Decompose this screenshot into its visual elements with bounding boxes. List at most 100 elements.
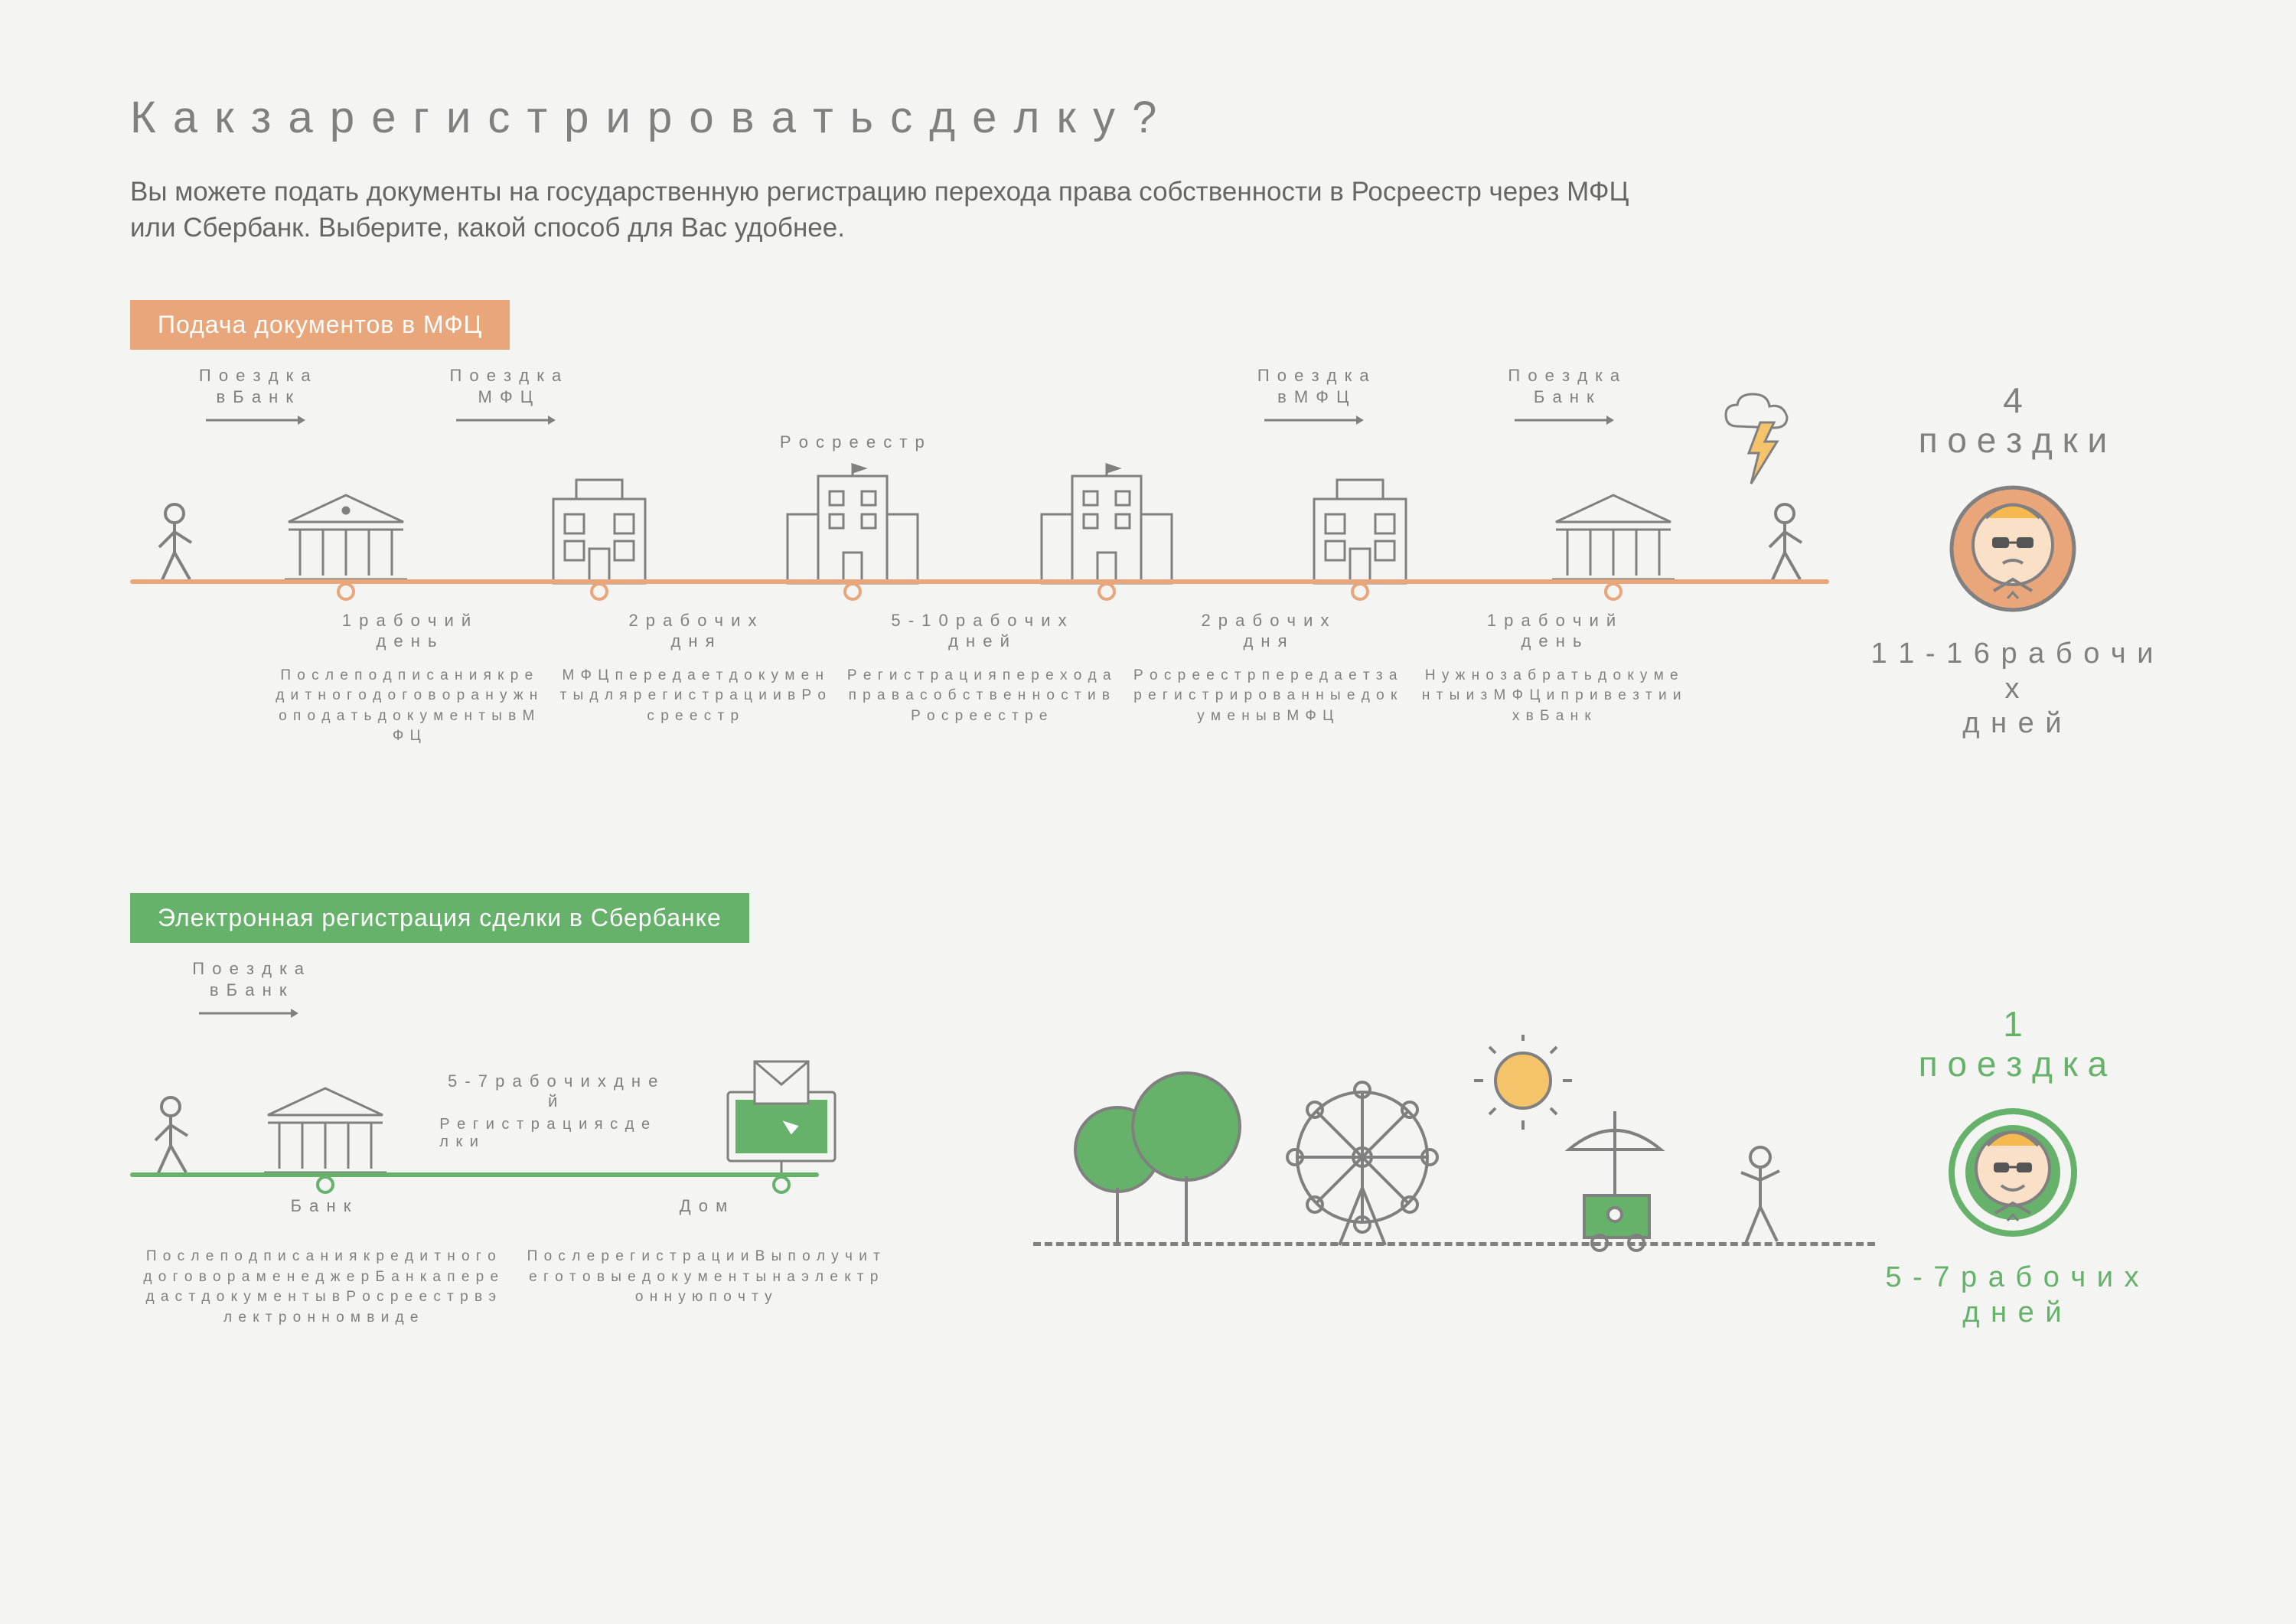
step-duration: 5 - 1 0 р а б о ч и х	[891, 611, 1068, 630]
step-duration: 1 р а б о ч и й	[342, 611, 472, 630]
mfc-rail	[130, 579, 1829, 584]
storm-icon	[1714, 388, 1814, 491]
arrow-icon	[206, 415, 305, 426]
trip-label: в Б а н к	[130, 980, 367, 1002]
trip: П о е з д к а в Б а н к	[130, 958, 367, 1019]
step: 2 р а б о ч и хд н я Р о с р е е с т р п…	[1123, 610, 1409, 747]
mfc-tag: Подача документов в МФЦ	[130, 300, 510, 350]
page-subtitle: Вы можете подать документы на государств…	[130, 174, 1661, 246]
page-title: К а к з а р е г и с т р и р о в а т ь с …	[130, 92, 2166, 143]
bank-icon	[1487, 449, 1740, 587]
computer-mail-icon	[667, 1042, 895, 1180]
mfc-summary: 4п о е з д к и 1 1 - 1 6 р а б о ч и хд …	[1860, 380, 2166, 742]
trip: П о е з д к а в Б а н к	[130, 365, 381, 426]
step-desc: М Ф Ц п е р е д а е т д о к у м е н т ы …	[559, 666, 827, 727]
park-illustration	[1033, 1027, 1875, 1257]
face-stressed-icon	[1948, 484, 2078, 614]
person-icon	[130, 449, 219, 587]
sber-tag: Электронная регистрация сделки в Сбербан…	[130, 893, 749, 943]
tree-icon	[1075, 1073, 1240, 1245]
trip-label: П о е з д к а	[1440, 365, 1691, 387]
rail-dot	[1351, 582, 1369, 601]
rosreestr-icon	[980, 449, 1233, 587]
trip-label: в Б а н к	[130, 386, 381, 409]
sber-process: П о е з д к а в Б а н к 5 - 7 р а б о ч …	[130, 958, 2166, 1509]
trip: П о е з д к а М Ф Ц	[381, 365, 632, 426]
summary-days: 5 - 7 р а б о ч и хд н е й	[1860, 1260, 2166, 1330]
step-duration: д е н ь	[1521, 631, 1583, 651]
person-icon	[130, 1042, 211, 1180]
step-duration: д н я	[670, 631, 716, 651]
step-desc: Р е г и с т р а ц и я п е р е х о д а п …	[846, 666, 1114, 727]
ferris-wheel-icon	[1287, 1082, 1437, 1245]
summary-trips: 4п о е з д к и	[1860, 380, 2166, 461]
trip-label: в М Ф Ц	[1189, 386, 1440, 409]
step-duration: 1 р а б о ч и й	[1487, 611, 1617, 630]
step-desc: Р о с р е е с т р п е р е д а е т з а р …	[1132, 666, 1400, 727]
rail-dot	[337, 582, 355, 601]
sber-buildings: 5 - 7 р а б о ч и х д н е й Р е г и с т …	[130, 1042, 895, 1180]
summary-trips: 1п о е з д к а	[1860, 1004, 2166, 1085]
step: 2 р а б о ч и хд н я М Ф Ц п е р е д а е…	[550, 610, 837, 747]
rail-dot	[316, 1176, 334, 1194]
step-desc: П о с л е п о д п и с а н и я к р е д и …	[273, 666, 541, 747]
trip-label: П о е з д к а	[381, 365, 632, 387]
step-duration: д е н ь	[376, 631, 438, 651]
rail-dot	[590, 582, 608, 601]
arrow-icon	[1515, 415, 1614, 426]
mfc-trip-row: П о е з д к а в Б а н к П о е з д к а М …	[130, 365, 1829, 426]
mfc-buildings: Р о с р е е с т р	[130, 449, 1829, 587]
step: 1 р а б о ч и йд е н ь П о с л е п о д п…	[264, 610, 550, 747]
sber-steps: Б а н к П о с л е п о д п и с а н и я к …	[130, 1195, 895, 1329]
rosreestr-icon: Р о с р е е с т р	[726, 449, 980, 587]
trip-label: Б а н к	[1440, 386, 1691, 409]
step: Б а н к П о с л е п о д п и с а н и я к …	[130, 1195, 513, 1329]
mfc-steps: 1 р а б о ч и йд е н ь П о с л е п о д п…	[130, 610, 1829, 747]
step-name: Б а н к	[139, 1195, 504, 1217]
arrow-icon	[1264, 415, 1364, 426]
step-desc: П о с л е п о д п и с а н и я к р е д и …	[139, 1247, 504, 1328]
sber-summary: 1п о е з д к а 5 - 7 р а б о ч и хд н е …	[1860, 1004, 2166, 1331]
trip-label: П о е з д к а	[130, 365, 381, 387]
cart-icon	[1569, 1111, 1661, 1251]
rail-dot	[772, 1176, 791, 1194]
step: 1 р а б о ч и йд е н ь Н у ж н о з а б р…	[1409, 610, 1695, 747]
arrow-icon	[199, 1008, 298, 1019]
mid-label-days: 5 - 7 р а б о ч и х д н е й	[439, 1071, 667, 1111]
trip: П о е з д к а в М Ф Ц	[1189, 365, 1440, 426]
mid-label-text: Р е г и с т р а ц и я с д е л к и	[439, 1116, 667, 1151]
rail-dot	[843, 582, 862, 601]
top-label: Р о с р е е с т р	[726, 432, 980, 452]
rail-dot	[1097, 582, 1116, 601]
step-desc: Н у ж н о з а б р а т ь д о к у м е н т …	[1418, 666, 1686, 727]
sber-rail	[130, 1172, 819, 1177]
arrow-icon	[456, 415, 556, 426]
mfc-process: П о е з д к а в Б а н к П о е з д к а М …	[130, 365, 2166, 863]
mfc-building-icon	[1233, 449, 1486, 587]
trip-empty	[367, 958, 895, 1019]
trip-empty	[910, 365, 1189, 426]
face-happy-icon	[1948, 1107, 2078, 1238]
summary-days: 1 1 - 1 6 р а б о ч и хд н е й	[1860, 637, 2166, 742]
step: Д о м П о с л е р е г и с т р а ц и и В …	[513, 1195, 895, 1329]
step-duration: 2 р а б о ч и х	[628, 611, 758, 630]
mfc-building-icon	[472, 449, 726, 587]
step-duration: 2 р а б о ч и х	[1201, 611, 1330, 630]
trip-label: П о е з д к а	[1189, 365, 1440, 387]
rail-dot	[1604, 582, 1623, 601]
sber-trip-row: П о е з д к а в Б а н к	[130, 958, 895, 1019]
trip-label: М Ф Ц	[381, 386, 632, 409]
step-name: Д о м	[522, 1195, 886, 1217]
sun-icon	[1474, 1035, 1572, 1130]
trip-empty	[631, 365, 910, 426]
trip: П о е з д к а Б а н к	[1440, 365, 1691, 426]
step-desc: П о с л е р е г и с т р а ц и и В ы п о …	[522, 1247, 886, 1308]
bank-icon	[211, 1042, 439, 1180]
trip-label: П о е з д к а	[130, 958, 367, 980]
step: 5 - 1 0 р а б о ч и хд н е й Р е г и с т…	[837, 610, 1123, 747]
bank-icon	[219, 449, 472, 587]
person-icon	[1741, 1147, 1779, 1245]
mid-label: 5 - 7 р а б о ч и х д н е й Р е г и с т …	[439, 1042, 667, 1180]
step-duration: д н я	[1243, 631, 1288, 651]
step-duration: д н е й	[948, 631, 1011, 651]
